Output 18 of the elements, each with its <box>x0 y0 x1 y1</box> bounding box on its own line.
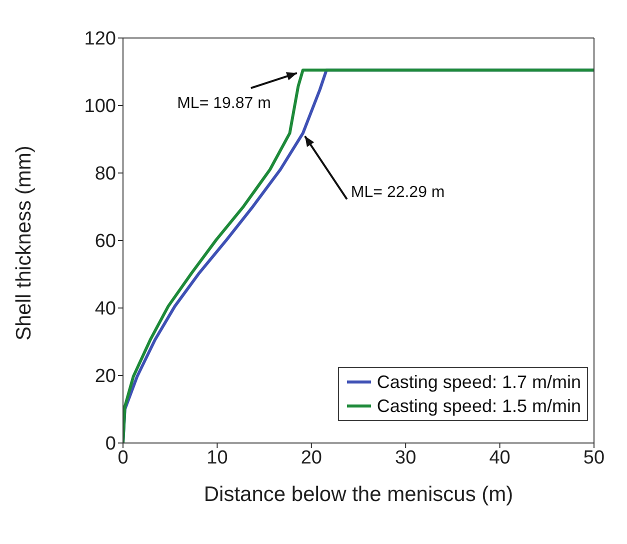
annotation: ML= 22.29 m <box>350 184 445 202</box>
x-tick-label: 10 <box>206 447 228 468</box>
y-tick-label: 80 <box>94 164 116 185</box>
x-tick-label: 30 <box>395 447 416 468</box>
y-tick-label: 100 <box>84 96 116 118</box>
x-tick-label: 20 <box>300 447 322 468</box>
y-tick-label: 120 <box>84 28 116 50</box>
annotation: ML= 19.87 m <box>177 95 271 112</box>
y-tick-label: 40 <box>94 298 116 320</box>
x-axis-title: Distance below the meniscus (m) <box>204 483 514 506</box>
x-tick-label: 50 <box>583 447 605 468</box>
y-axis-title: Shell thickness (mm) <box>12 146 36 340</box>
legend-label: Casting speed: 1.5 m/min <box>376 395 581 418</box>
legend-label: Casting speed: 1.7 m/min <box>376 371 581 394</box>
y-tick-label: 0 <box>105 434 116 455</box>
x-tick-label: 40 <box>489 447 510 468</box>
y-tick-label: 20 <box>94 366 116 388</box>
y-tick-label: 60 <box>94 231 116 252</box>
